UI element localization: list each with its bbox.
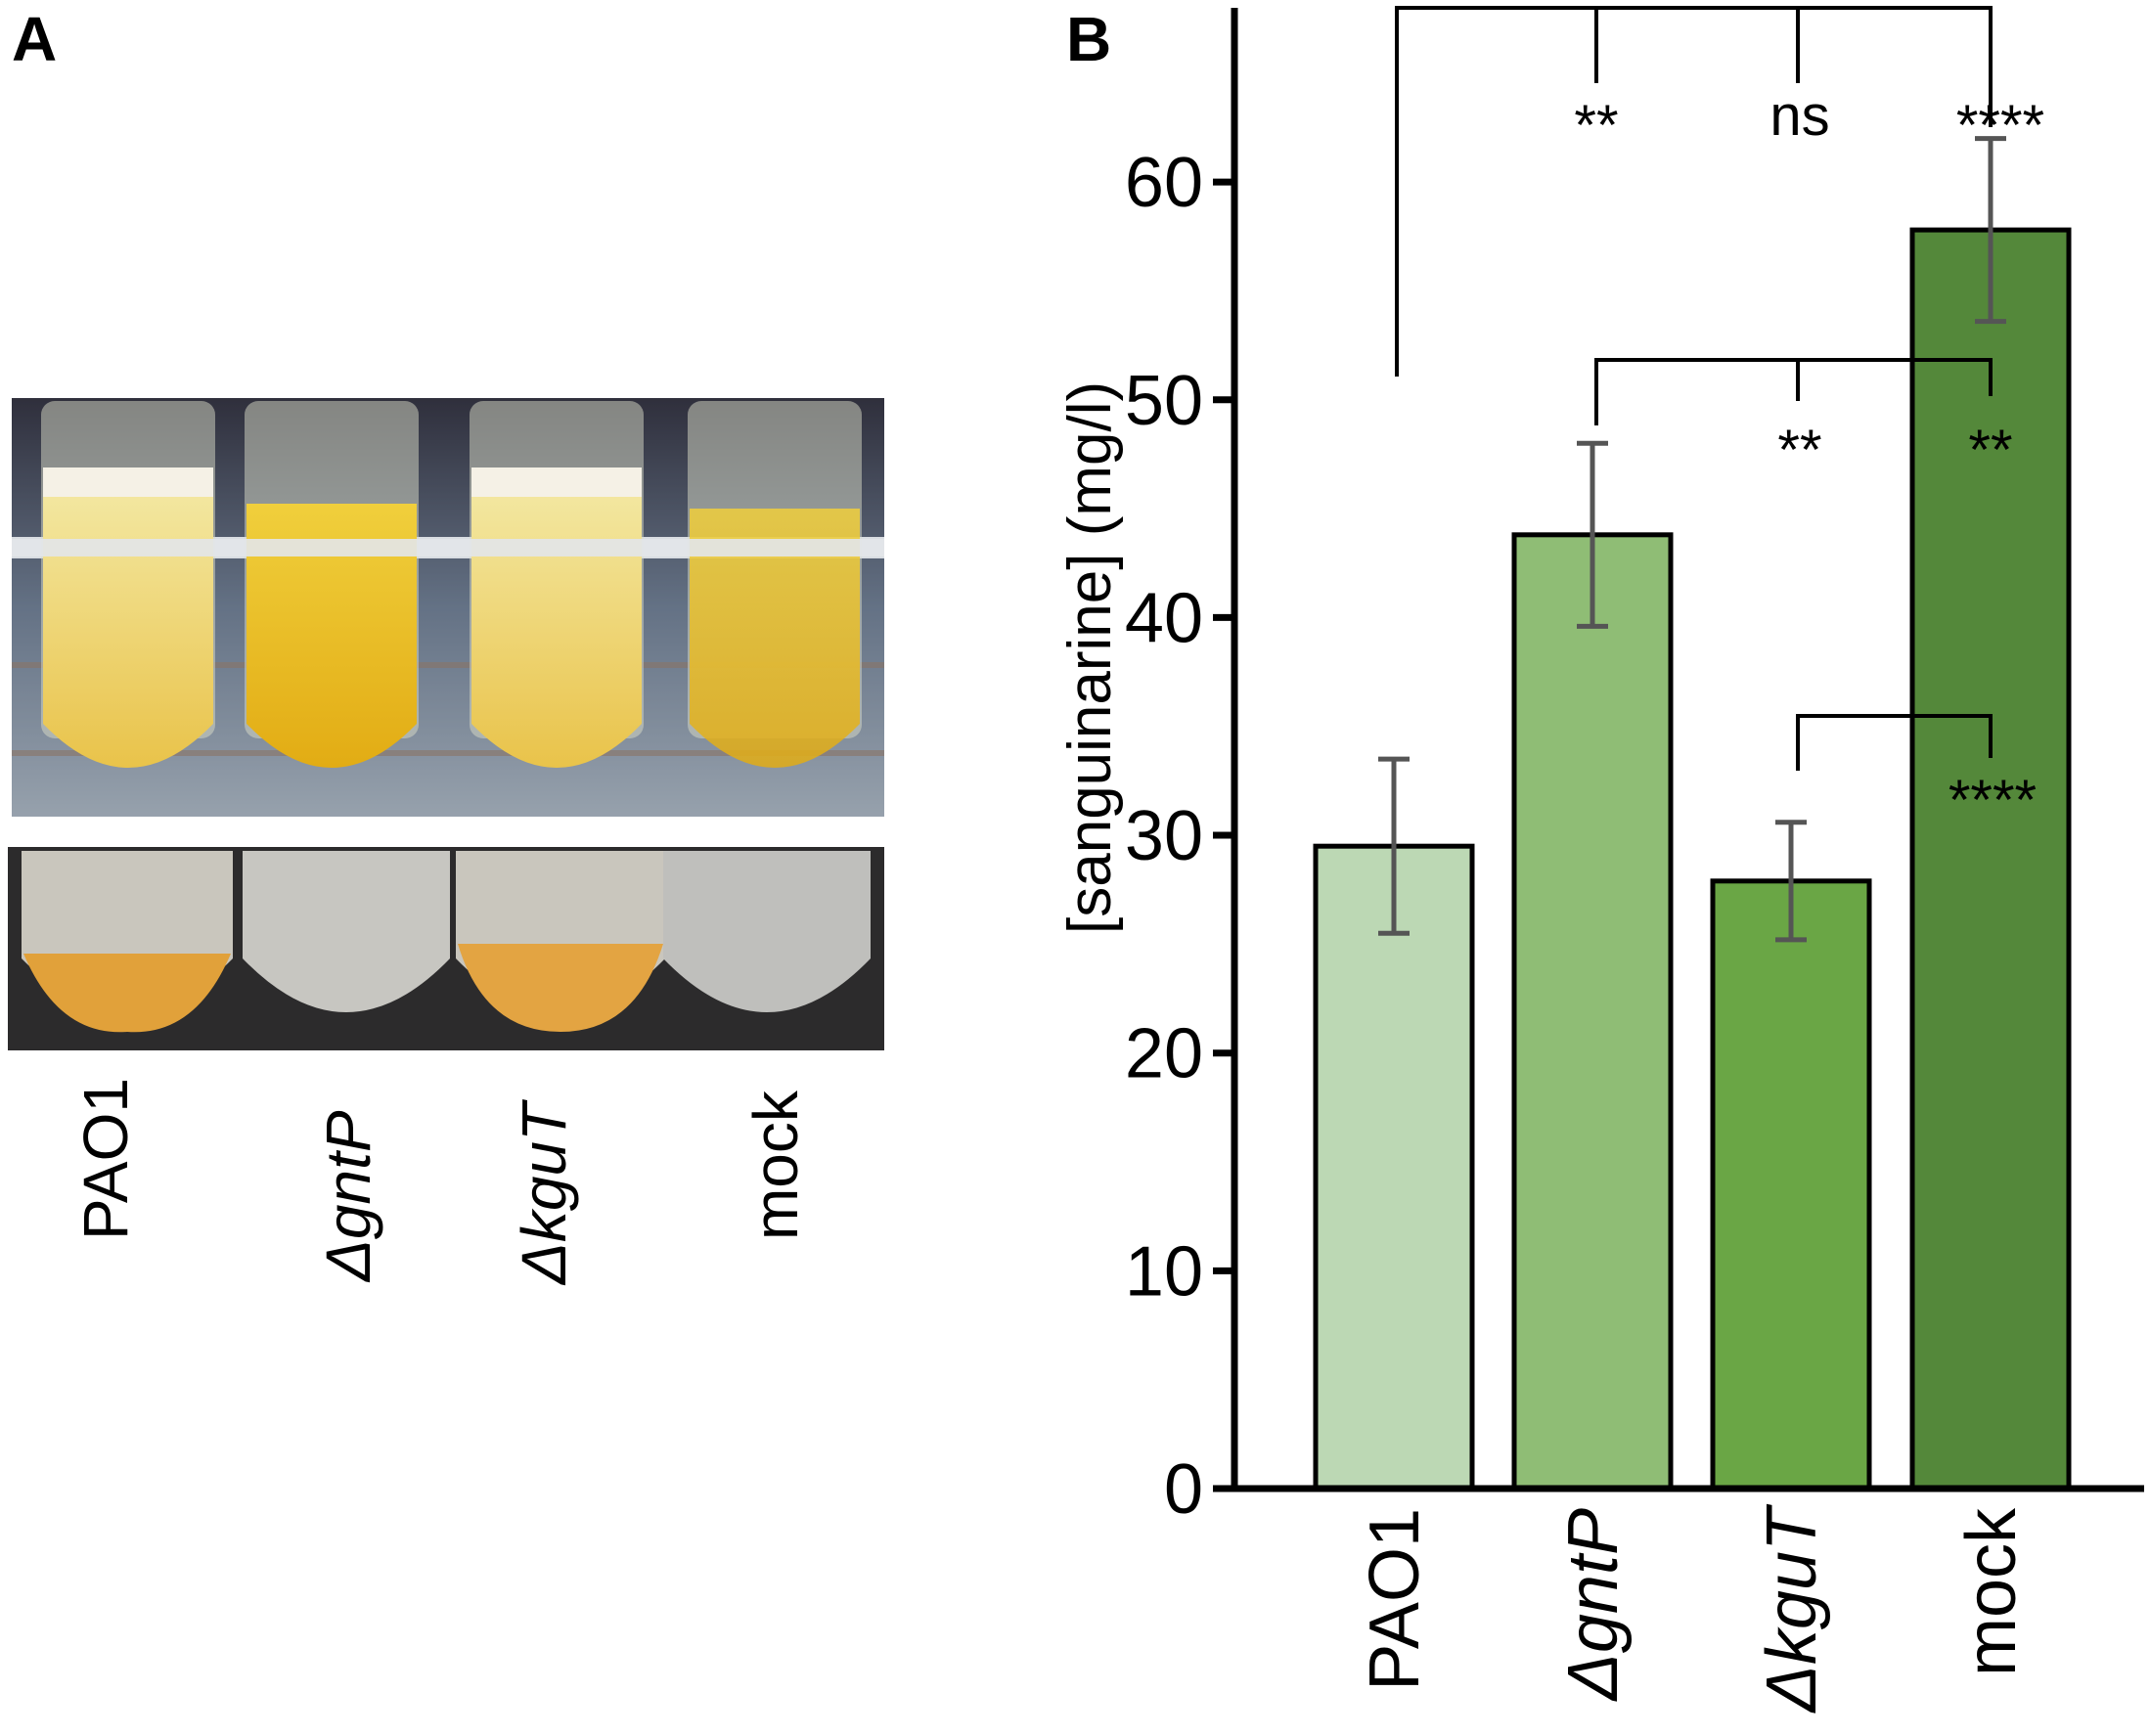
x-tick-label-3: mock — [1952, 1507, 2031, 1676]
sig-label-5: **** — [1948, 769, 2037, 832]
bar-0 — [1313, 843, 1475, 1491]
tube-top-mock — [688, 401, 862, 768]
tube-top-pao1 — [41, 401, 215, 768]
panel-a-letter: A — [12, 4, 57, 74]
y-axis-label: [sanguinarine] (mg/l) — [1056, 381, 1124, 934]
bracket-gntp — [1594, 358, 1993, 425]
tube-top-kgut — [470, 401, 644, 768]
panel-b-letter: B — [1066, 4, 1111, 74]
tube-label-mock: mock — [740, 1090, 811, 1240]
y-tick-label-50: 50 — [1125, 362, 1203, 440]
y-tick-label-10: 10 — [1125, 1232, 1203, 1311]
bar-1 — [1511, 532, 1674, 1491]
bracket-pao1 — [1395, 6, 1993, 377]
sig-label-3: ** — [1777, 419, 1821, 482]
tube-photo-bottom — [8, 847, 884, 1050]
x-tick-label-0: PAO1 — [1356, 1508, 1434, 1691]
tube-bottom-mock — [663, 851, 871, 1012]
sig-label-0: ** — [1574, 94, 1618, 157]
tube-bottom-pao1 — [22, 851, 233, 1033]
panel-b: B [sanguinarine] (mg/l) 0 10 20 30 40 50 60 PAO… — [1056, 4, 2144, 1714]
x-tick-label-2: ΔkguT — [1753, 1503, 1831, 1714]
sig-label-4: ** — [1968, 419, 2012, 482]
y-tick-label-20: 20 — [1125, 1015, 1203, 1093]
y-tick-label-0: 0 — [1164, 1450, 1203, 1529]
x-tick-label-1: ΔgntP — [1554, 1508, 1633, 1702]
tube-label-gntp: ΔgntP — [313, 1110, 383, 1283]
y-tick-label-60: 60 — [1125, 144, 1203, 222]
sig-label-1: ns — [1769, 84, 1829, 148]
y-tick-label-30: 30 — [1125, 797, 1203, 875]
panel-a: A — [8, 4, 884, 1286]
sig-label-2: **** — [1956, 94, 2044, 157]
tube-bottom-gntp — [243, 851, 450, 1012]
tube-photo-top — [12, 398, 884, 817]
bracket-kgut — [1796, 714, 1993, 771]
tube-bottom-kgut — [456, 851, 665, 1032]
tube-top-gntp — [245, 401, 419, 768]
tube-label-pao1: PAO1 — [70, 1078, 141, 1240]
bar-2 — [1710, 878, 1872, 1491]
y-tick-label-40: 40 — [1125, 579, 1203, 657]
tube-label-kgut: ΔkguT — [509, 1099, 579, 1286]
